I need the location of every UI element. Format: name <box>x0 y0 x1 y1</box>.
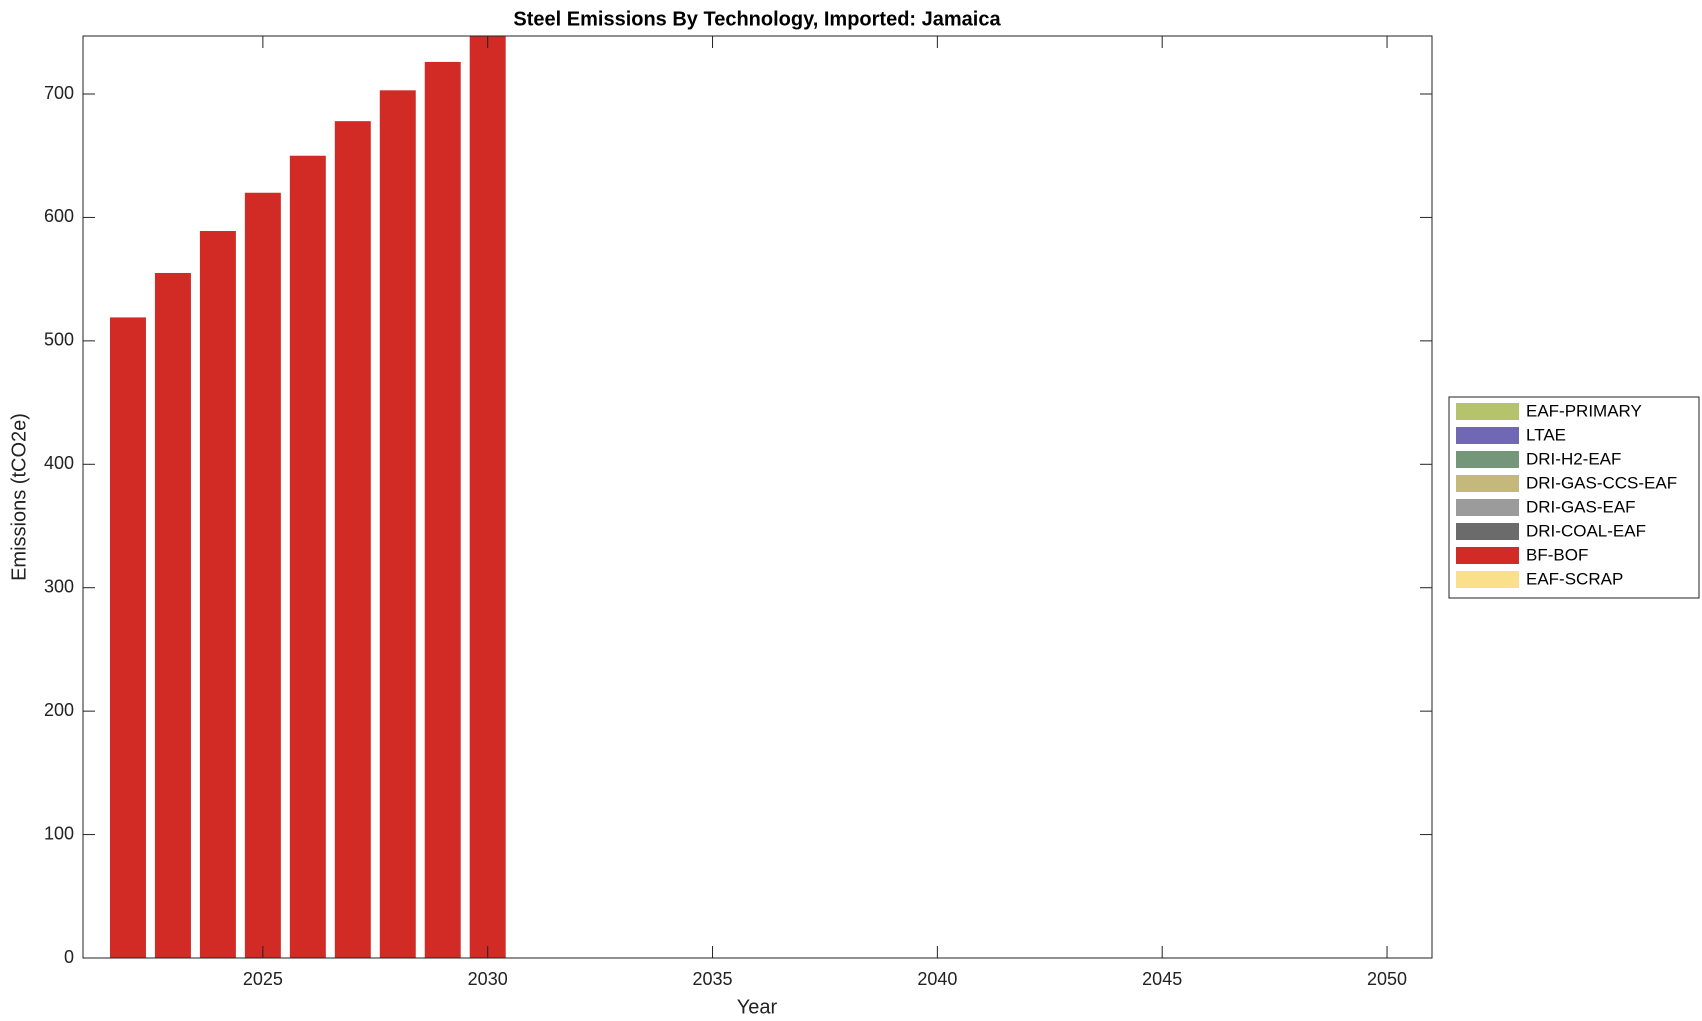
y-tick-label: 200 <box>44 700 74 720</box>
legend-swatch <box>1456 451 1519 468</box>
bar-segment <box>424 61 461 958</box>
x-tick-label: 2030 <box>468 969 508 989</box>
x-axis-label: Year <box>737 996 778 1018</box>
x-tick-label: 2025 <box>243 969 283 989</box>
legend-swatch <box>1456 547 1519 564</box>
bar-segment <box>109 317 146 958</box>
legend-label: DRI-GAS-EAF <box>1526 497 1636 516</box>
plot-area <box>109 36 506 958</box>
bar-segment <box>289 155 326 958</box>
y-axis-label: Emissions (tCO2e) <box>8 413 30 581</box>
y-tick-label: 0 <box>64 947 74 967</box>
legend-label: DRI-COAL-EAF <box>1526 521 1646 540</box>
x-tick-label: 2050 <box>1367 969 1407 989</box>
y-tick-label: 600 <box>44 206 74 226</box>
bar-segment <box>469 36 506 958</box>
legend-swatch <box>1456 499 1519 516</box>
legend-label: DRI-H2-EAF <box>1526 449 1621 468</box>
y-tick-label: 300 <box>44 576 74 596</box>
legend-swatch <box>1456 403 1519 420</box>
bar-segment <box>334 121 371 958</box>
y-tick-label: 100 <box>44 823 74 843</box>
legend-label: DRI-GAS-CCS-EAF <box>1526 473 1677 492</box>
legend-swatch <box>1456 523 1519 540</box>
chart-title: Steel Emissions By Technology, Imported:… <box>513 8 1001 30</box>
x-tick-label: 2040 <box>917 969 957 989</box>
y-tick-label: 400 <box>44 453 74 473</box>
x-tick-label: 2045 <box>1142 969 1182 989</box>
legend-label: EAF-SCRAP <box>1526 569 1623 588</box>
bar-segment <box>199 231 236 958</box>
bar-segment <box>244 192 281 958</box>
y-tick-label: 700 <box>44 83 74 103</box>
legend-label: LTAE <box>1526 425 1566 444</box>
legend-swatch <box>1456 475 1519 492</box>
legend-swatch <box>1456 571 1519 588</box>
legend-swatch <box>1456 427 1519 444</box>
plot-frame <box>82 35 1433 959</box>
bar-segment <box>154 272 191 958</box>
legend-label: BF-BOF <box>1526 545 1588 564</box>
y-tick-label: 500 <box>44 330 74 350</box>
legend-label: EAF-PRIMARY <box>1526 401 1642 420</box>
bar-segment <box>379 90 416 958</box>
x-tick-label: 2035 <box>693 969 733 989</box>
